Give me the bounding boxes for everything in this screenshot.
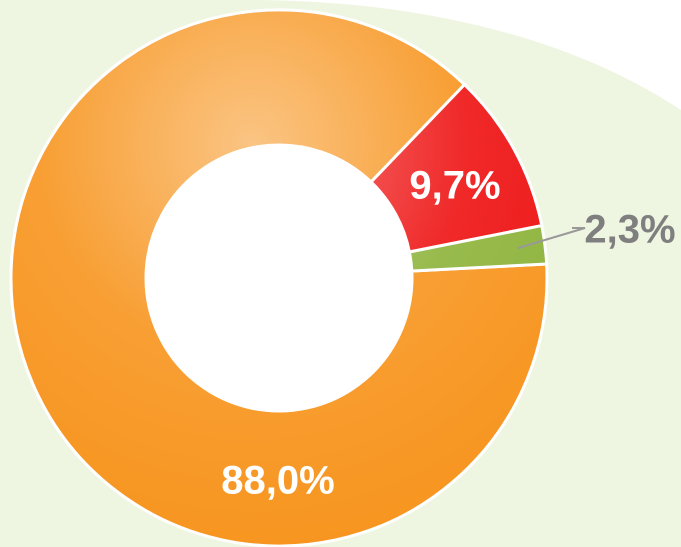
leader-line (517, 227, 586, 250)
data-label: 88,0% (221, 459, 334, 503)
data-label: 2,3% (584, 208, 675, 252)
data-label: 9,7% (409, 164, 500, 208)
hole (146, 145, 412, 411)
